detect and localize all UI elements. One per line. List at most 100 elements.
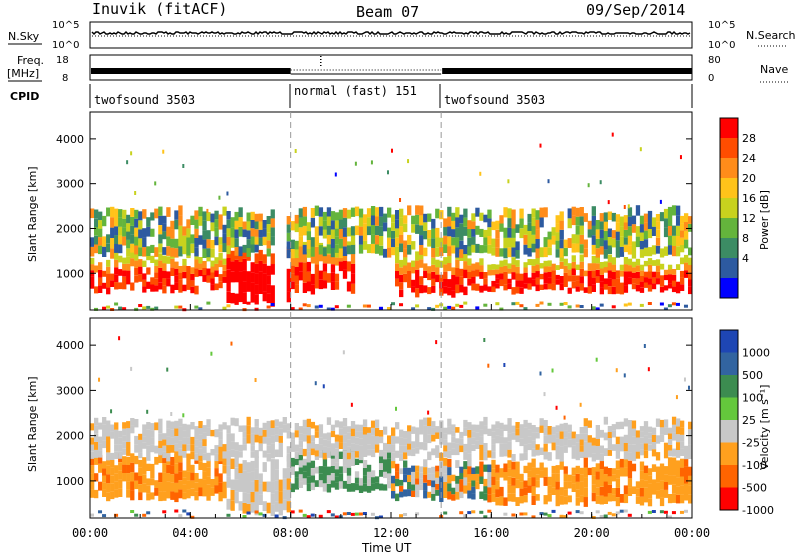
heatmap-cell (683, 509, 688, 513)
heatmap-cell (507, 476, 512, 485)
heatmap-cell (563, 415, 566, 420)
heatmap-cell (527, 436, 532, 444)
heatmap-cell (463, 419, 468, 428)
heatmap-cell (427, 434, 432, 444)
power-heatmap (90, 132, 693, 312)
heatmap-cell (110, 452, 115, 460)
heatmap-cell (503, 450, 508, 457)
heatmap-cell (306, 304, 311, 308)
station-title: Inuvik (fitACF) (92, 0, 227, 18)
heatmap-cell (427, 479, 432, 486)
heatmap-cell (334, 281, 340, 290)
heatmap-cell (683, 458, 689, 467)
heatmap-cell (639, 249, 645, 258)
heatmap-cell (651, 442, 657, 450)
heatmap-cell (186, 281, 191, 290)
heatmap-cell (659, 497, 665, 507)
heatmap-cell (94, 265, 99, 273)
heatmap-cell (194, 482, 199, 492)
heatmap-cell (326, 432, 332, 441)
heatmap-cell (230, 489, 235, 501)
heatmap-cell (186, 471, 191, 481)
heatmap-cell (571, 243, 576, 253)
heatmap-cell (146, 478, 151, 486)
heatmap-cell (651, 260, 657, 266)
heatmap-cell (314, 272, 320, 281)
heatmap-cell (671, 246, 677, 257)
heatmap-cell (162, 472, 167, 482)
heatmap-cell (683, 239, 689, 249)
heatmap-cell (98, 220, 103, 229)
heatmap-cell (443, 445, 448, 452)
heatmap-cell (198, 487, 203, 497)
heatmap-cell (318, 424, 324, 431)
cpid-row: CPID twofsound 3503 normal (fast) 151 tw… (10, 84, 693, 108)
heatmap-cell (94, 209, 99, 219)
heatmap-cell (130, 208, 135, 217)
heatmap-cell (90, 423, 95, 431)
colorbar-swatch (720, 420, 738, 443)
heatmap-cell (651, 464, 657, 472)
colorbar-swatch (720, 278, 738, 299)
heatmap-cell (142, 286, 147, 293)
heatmap-cell (222, 258, 227, 265)
heatmap-cell (162, 451, 167, 459)
heatmap-cell (230, 217, 235, 228)
heatmap-cell (178, 279, 183, 286)
heatmap-cell (266, 265, 271, 276)
heatmap-cell (655, 490, 661, 499)
heatmap-cell (519, 496, 524, 504)
heatmap-cell (511, 228, 516, 238)
heatmap-cell (627, 469, 633, 479)
heatmap-cell (499, 279, 504, 287)
heatmap-cell (226, 513, 231, 517)
heatmap-cell (627, 444, 633, 453)
heatmap-cell (150, 244, 155, 253)
heatmap-cell (238, 451, 243, 458)
heatmap-cell (395, 219, 400, 229)
heatmap-cell (198, 235, 203, 245)
heatmap-cell (106, 259, 111, 267)
heatmap-cell (615, 511, 620, 515)
heatmap-cell (539, 263, 544, 269)
colorbar-tick-label: 8 (742, 232, 749, 245)
heatmap-cell (647, 219, 653, 229)
colorbar-swatch (720, 238, 738, 259)
heatmap-cell (675, 395, 678, 400)
heatmap-cell (378, 306, 383, 310)
heatmap-cell (206, 459, 211, 468)
heatmap-cell (218, 274, 223, 282)
heatmap-cell (543, 266, 548, 273)
heatmap-cell (479, 469, 484, 477)
heatmap-cell (222, 490, 227, 499)
heatmap-cell (158, 440, 163, 448)
heatmap-cell (250, 211, 255, 220)
heatmap-cell (326, 440, 332, 448)
heatmap-cell (435, 465, 440, 472)
heatmap-cell (407, 449, 412, 456)
heatmap-cell (142, 466, 147, 475)
heatmap-cell (659, 434, 665, 442)
heatmap-cell (186, 246, 191, 256)
heatmap-cell (535, 467, 540, 475)
heatmap-cell (350, 428, 356, 437)
heatmap-cell (479, 272, 484, 279)
heatmap-cell (274, 434, 279, 442)
heatmap-cell (411, 286, 416, 293)
heatmap-cell (427, 273, 432, 281)
heatmap-cell (407, 489, 412, 497)
heatmap-cell (535, 284, 540, 292)
heatmap-cell (571, 445, 576, 452)
heatmap-cell (591, 484, 596, 493)
heatmap-cell (202, 479, 207, 488)
heatmap-cell (206, 467, 211, 476)
heatmap-cell (126, 473, 131, 482)
heatmap-cell (262, 273, 267, 283)
power-ylabel: Slant Range [km] (26, 166, 39, 262)
heatmap-cell (178, 272, 183, 280)
heatmap-cell (178, 489, 183, 499)
heatmap-cell (174, 248, 179, 258)
heatmap-cell (495, 302, 500, 306)
heatmap-cell (407, 437, 412, 444)
heatmap-cell (198, 434, 203, 442)
